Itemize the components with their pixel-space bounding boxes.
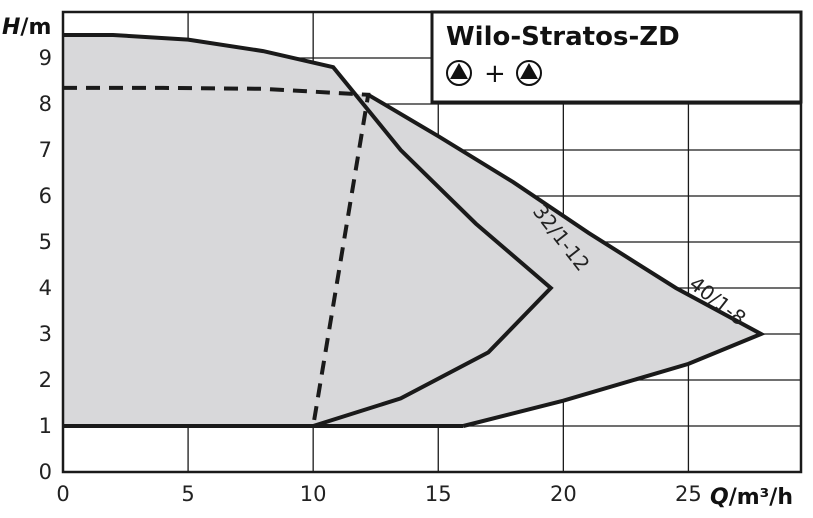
chart-title: Wilo-Stratos-ZD	[446, 22, 680, 52]
x-tick-label: 10	[300, 482, 327, 506]
tick-labels: 0 5 10 15 20 25 0 1 2 3 4 5 6 7 8 9	[39, 46, 702, 506]
x-tick-label: 15	[425, 482, 452, 506]
y-tick-label: 0	[39, 460, 52, 484]
y-tick-label: 5	[39, 230, 52, 254]
y-axis-label: H/m	[2, 15, 51, 40]
area-40-1-8-lower	[63, 87, 761, 427]
y-axis-unit: /m	[20, 15, 51, 40]
y-tick-label: 9	[39, 46, 52, 70]
y-tick-label: 7	[39, 138, 52, 162]
y-tick-label: 6	[39, 184, 52, 208]
x-axis-unit: /m³/h	[729, 485, 793, 510]
y-tick-label: 4	[39, 276, 52, 300]
curve-32-1-12	[63, 33, 554, 428]
x-tick-label: 0	[56, 482, 69, 506]
legend-box: Wilo-Stratos-ZD +	[430, 10, 803, 104]
y-tick-label: 3	[39, 322, 52, 346]
y-axis-var: H	[2, 15, 20, 40]
x-tick-label: 25	[675, 482, 702, 506]
curve-40-1-8-dashed	[63, 85, 371, 427]
pump-symbol-icon: +	[446, 59, 542, 89]
x-tick-label: 20	[550, 482, 577, 506]
y-tick-label: 2	[39, 368, 52, 392]
y-tick-label: 8	[39, 92, 52, 116]
curve-40-1-8	[367, 93, 766, 428]
y-tick-label: 1	[39, 414, 52, 438]
operating-area	[63, 35, 761, 427]
x-axis-var: Q	[710, 485, 729, 510]
x-tick-label: 5	[181, 482, 194, 506]
svg-text:+: +	[484, 59, 506, 89]
x-axis-label: Q/m³/h	[710, 485, 793, 510]
